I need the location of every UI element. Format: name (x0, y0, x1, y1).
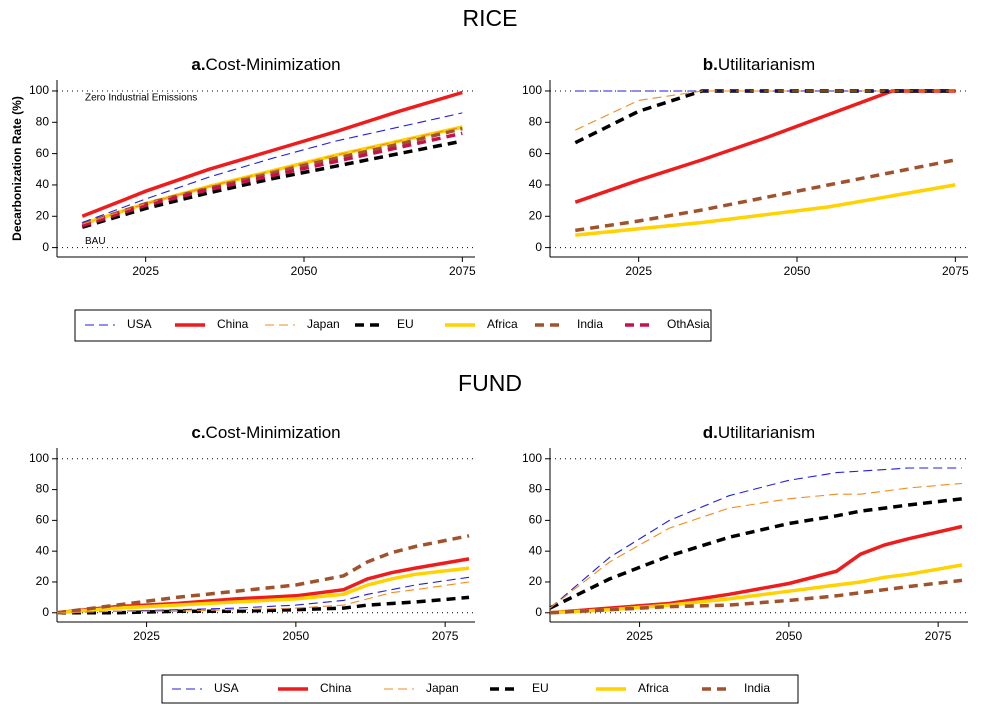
y-tick-label: 60 (529, 513, 543, 527)
y-tick-label: 80 (36, 114, 50, 128)
legend-label: Africa (487, 317, 518, 331)
x-tick-label: 2075 (942, 264, 969, 278)
x-tick-label: 2025 (133, 629, 160, 643)
series-line (57, 595, 470, 615)
series-line (81, 90, 463, 218)
section-title: FUND (458, 370, 522, 396)
legend-label: Japan (307, 317, 340, 331)
panel-title-text: Utilitarianism (718, 423, 815, 442)
y-tick-label: 80 (36, 482, 50, 496)
panel-letter: d. (703, 423, 718, 442)
series-line (56, 566, 470, 615)
annotation: BAU (85, 236, 106, 247)
series-line (56, 576, 470, 614)
legend-label: Japan (426, 681, 459, 695)
y-tick-label: 0 (535, 240, 542, 254)
y-tick-label: 0 (42, 605, 49, 619)
legend-box (161, 674, 799, 704)
x-tick-label: 2075 (432, 629, 459, 643)
x-tick-label: 2025 (626, 629, 653, 643)
panel-title-text: Cost-Minimization (206, 423, 341, 442)
y-tick-label: 20 (529, 574, 543, 588)
series-line (81, 131, 463, 228)
y-tick-label: 100 (29, 83, 49, 97)
y-tick-label: 60 (36, 513, 50, 527)
legend-label: USA (214, 681, 239, 695)
panel-letter: a. (191, 55, 205, 74)
x-tick-label: 2075 (925, 629, 952, 643)
panel-title: b.Utilitarianism (703, 55, 815, 74)
section-title: RICE (463, 5, 518, 31)
x-tick-label: 2050 (784, 264, 811, 278)
y-tick-label: 0 (42, 240, 49, 254)
series-line (82, 112, 463, 224)
y-tick-label: 40 (36, 543, 50, 557)
panel-title-text: Utilitarianism (718, 55, 815, 74)
y-tick-label: 60 (36, 146, 50, 160)
y-tick-label: 40 (36, 177, 50, 191)
panel-letter: c. (191, 423, 205, 442)
series-line (549, 467, 962, 609)
legend-label: China (217, 317, 249, 331)
x-tick-label: 2025 (132, 264, 159, 278)
panel-title-text: Cost-Minimization (206, 55, 341, 74)
y-tick-label: 100 (29, 451, 49, 465)
series-line (575, 158, 956, 233)
series-line (575, 90, 956, 131)
y-tick-label: 80 (529, 482, 543, 496)
series-line (56, 534, 470, 615)
legend-label: EU (532, 681, 549, 695)
y-tick-label: 100 (522, 451, 542, 465)
y-tick-label: 40 (529, 177, 543, 191)
series-line (575, 183, 956, 237)
y-tick-label: 80 (529, 114, 543, 128)
series-line (56, 581, 470, 614)
legend-label: India (577, 317, 603, 331)
legend-label: China (320, 681, 352, 695)
panel-letter: b. (703, 55, 718, 74)
x-tick-label: 2025 (625, 264, 652, 278)
y-tick-label: 60 (529, 146, 543, 160)
legend-label: EU (397, 317, 414, 331)
y-tick-label: 40 (529, 543, 543, 557)
series-line (81, 139, 463, 229)
series-line (549, 563, 963, 615)
x-tick-label: 2075 (449, 264, 476, 278)
y-tick-label: 100 (522, 83, 542, 97)
panel-title: a.Cost-Minimization (191, 55, 340, 74)
x-tick-label: 2050 (283, 629, 310, 643)
x-tick-label: 2050 (291, 264, 318, 278)
series-line (549, 578, 963, 615)
y-tick-label: 20 (36, 574, 50, 588)
legend-label: India (744, 681, 770, 695)
y-tick-label: 20 (36, 208, 50, 222)
legend-box (74, 309, 712, 342)
series-line (82, 126, 463, 225)
x-tick-label: 2050 (776, 629, 803, 643)
y-tick-label: 20 (529, 208, 543, 222)
annotation: Zero Industrial Emissions (85, 93, 197, 104)
y-tick-label: 0 (535, 605, 542, 619)
panel-title: d.Utilitarianism (703, 423, 815, 442)
y-axis-label: Decarbonization Rate (%) (10, 96, 24, 241)
series-line (549, 497, 963, 610)
legend-label: USA (127, 317, 152, 331)
legend-label: OthAsia (667, 317, 710, 331)
legend-label: Africa (638, 681, 669, 695)
panel-title: c.Cost-Minimization (191, 423, 340, 442)
